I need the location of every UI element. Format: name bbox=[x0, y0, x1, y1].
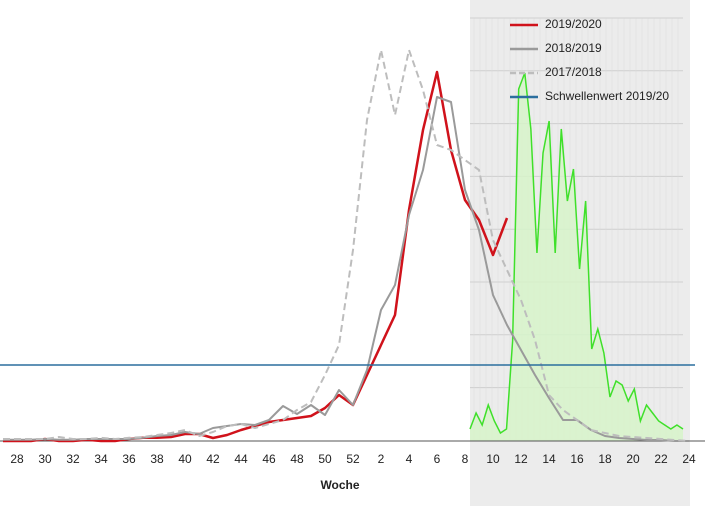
x-tick-label: 4 bbox=[406, 452, 413, 466]
legend-label: Schwellenwert 2019/20 bbox=[545, 89, 669, 103]
legend-label: 2017/2018 bbox=[545, 65, 602, 79]
x-tick-label: 16 bbox=[570, 452, 584, 466]
x-tick-label: 24 bbox=[682, 452, 696, 466]
x-tick-label: 18 bbox=[598, 452, 612, 466]
x-tick-label: 14 bbox=[542, 452, 556, 466]
x-tick-label: 44 bbox=[234, 452, 248, 466]
series-line bbox=[3, 49, 690, 442]
x-tick-label: 36 bbox=[122, 452, 136, 466]
x-tick-label: 32 bbox=[66, 452, 80, 466]
overlay-line bbox=[469, 72, 684, 435]
x-tick-label: 20 bbox=[626, 452, 640, 466]
x-tick-label: 10 bbox=[486, 452, 500, 466]
x-tick-label: 48 bbox=[290, 452, 304, 466]
legend-label: 2019/2020 bbox=[545, 17, 602, 31]
x-tick-label: 46 bbox=[262, 452, 276, 466]
x-tick-label: 38 bbox=[150, 452, 164, 466]
overlay-area bbox=[470, 73, 683, 441]
x-tick-label: 42 bbox=[206, 452, 220, 466]
x-tick-label: 12 bbox=[514, 452, 528, 466]
x-tick-label: 2 bbox=[378, 452, 385, 466]
x-tick-label: 6 bbox=[434, 452, 441, 466]
x-tick-label: 34 bbox=[94, 452, 108, 466]
x-tick-label: 30 bbox=[38, 452, 52, 466]
x-tick-label: 50 bbox=[318, 452, 332, 466]
x-tick-label: 22 bbox=[654, 452, 668, 466]
legend-label: 2018/2019 bbox=[545, 41, 602, 55]
x-tick-label: 52 bbox=[346, 452, 360, 466]
x-axis-title: Woche bbox=[320, 478, 359, 492]
x-tick-label: 28 bbox=[10, 452, 24, 466]
x-tick-label: 8 bbox=[462, 452, 469, 466]
x-tick-label: 40 bbox=[178, 452, 192, 466]
